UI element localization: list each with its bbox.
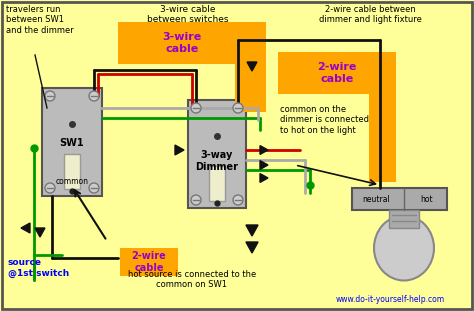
Text: www.do-it-yourself-help.com: www.do-it-yourself-help.com bbox=[336, 295, 445, 304]
Polygon shape bbox=[260, 146, 268, 154]
Text: 2-wire
cable: 2-wire cable bbox=[317, 62, 357, 84]
Text: 2-wire
cable: 2-wire cable bbox=[132, 251, 166, 273]
Circle shape bbox=[233, 195, 243, 205]
Bar bbox=[389, 210, 419, 228]
Circle shape bbox=[45, 91, 55, 101]
Polygon shape bbox=[175, 145, 184, 155]
Text: 3-wire cable
between switches: 3-wire cable between switches bbox=[147, 5, 229, 24]
Ellipse shape bbox=[374, 216, 434, 281]
Text: common on the
dimmer is connected
to hot on the light: common on the dimmer is connected to hot… bbox=[280, 105, 369, 135]
Polygon shape bbox=[21, 223, 30, 233]
Polygon shape bbox=[260, 160, 268, 169]
Text: SW1: SW1 bbox=[60, 138, 84, 148]
Circle shape bbox=[191, 195, 201, 205]
Text: hot: hot bbox=[421, 194, 433, 203]
Bar bbox=[64, 154, 80, 189]
Bar bbox=[118, 22, 266, 64]
Bar bbox=[235, 22, 266, 112]
Text: 3-way
Dimmer: 3-way Dimmer bbox=[195, 150, 238, 172]
Text: neutral: neutral bbox=[362, 194, 390, 203]
Text: 3-wire
cable: 3-wire cable bbox=[163, 32, 201, 54]
Circle shape bbox=[89, 183, 99, 193]
Polygon shape bbox=[260, 174, 268, 182]
Bar bbox=[369, 52, 396, 182]
Bar bbox=[278, 52, 396, 94]
Text: source
@1st switch: source @1st switch bbox=[8, 258, 69, 278]
Circle shape bbox=[89, 91, 99, 101]
Polygon shape bbox=[247, 62, 257, 71]
Polygon shape bbox=[246, 225, 258, 236]
Polygon shape bbox=[35, 228, 45, 237]
Bar bbox=[42, 88, 102, 196]
Bar bbox=[352, 188, 447, 210]
Text: 2-wire cable between
dimmer and light fixture: 2-wire cable between dimmer and light fi… bbox=[319, 5, 421, 24]
Bar bbox=[188, 100, 246, 208]
Polygon shape bbox=[246, 242, 258, 253]
Circle shape bbox=[233, 103, 243, 113]
Text: travelers run
between SW1
and the dimmer: travelers run between SW1 and the dimmer bbox=[6, 5, 74, 35]
Bar bbox=[209, 166, 225, 201]
Text: common: common bbox=[55, 177, 89, 185]
Circle shape bbox=[45, 183, 55, 193]
Circle shape bbox=[191, 103, 201, 113]
Bar bbox=[120, 248, 178, 276]
Text: hot source is connected to the
common on SW1: hot source is connected to the common on… bbox=[128, 270, 256, 290]
